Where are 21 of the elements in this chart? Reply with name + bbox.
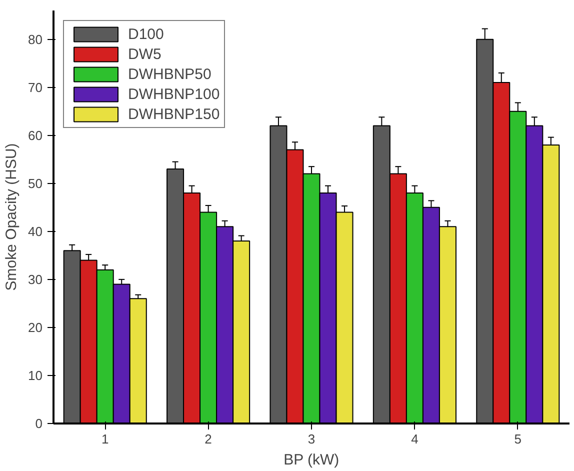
y-tick-label: 0 [35, 416, 43, 431]
y-tick-label: 40 [28, 224, 43, 239]
y-tick-label: 30 [28, 272, 43, 287]
x-tick-label: 4 [411, 432, 418, 446]
legend-label: DWHBNP100 [128, 85, 220, 103]
y-tick-label: 10 [28, 368, 43, 383]
legend-label: D100 [128, 25, 164, 43]
legend-label: DWHBNP50 [128, 65, 212, 83]
x-tick-label: 3 [308, 432, 316, 446]
x-tick-label: 1 [101, 432, 109, 446]
x-axis-title: BP (kW) [284, 452, 340, 468]
legend-label: DW5 [128, 45, 162, 63]
legend-label: DWHBNP150 [128, 105, 220, 123]
x-tick-label: 5 [514, 432, 522, 446]
y-axis-title: Smoke Opacity (HSU) [3, 143, 20, 291]
y-tick-label: 60 [28, 128, 43, 143]
y-tick-label: 50 [28, 176, 43, 191]
y-tick-label: 80 [28, 32, 43, 47]
y-tick-label: 20 [28, 320, 43, 335]
y-tick-label: 70 [28, 80, 43, 95]
x-tick-label: 2 [204, 432, 212, 446]
